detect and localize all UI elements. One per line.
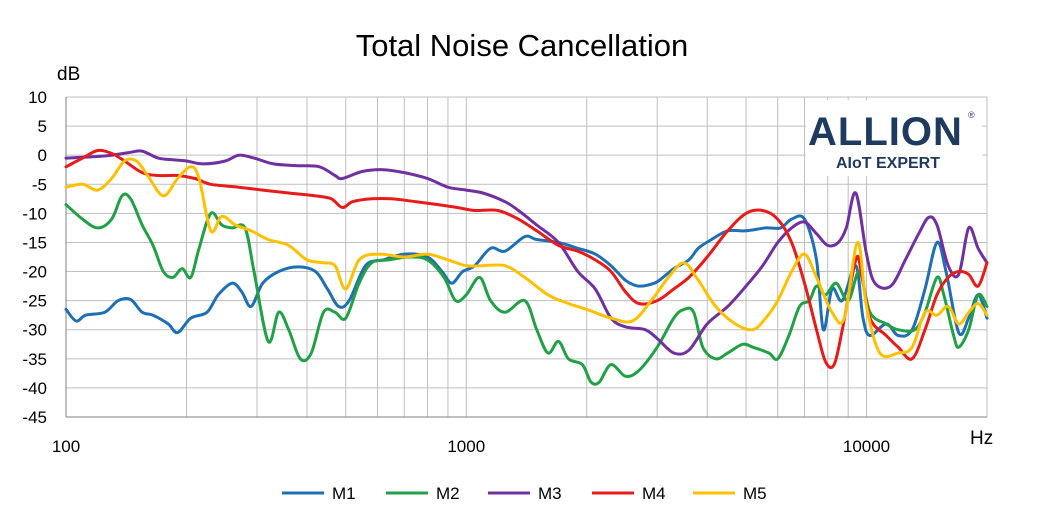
series-layer <box>64 148 989 386</box>
series-line-m4 <box>64 148 989 370</box>
y-tick-label: -45 <box>22 408 47 427</box>
y-tick-label: -5 <box>32 175 47 194</box>
series-line-m5 <box>64 157 989 359</box>
x-tick-label: 100 <box>52 437 80 456</box>
y-axis-label: dB <box>57 64 80 85</box>
allion-logo: ALLION ® AIoT EXPERT <box>806 100 982 176</box>
tick-layer: 10 5 0 -5 -10 -15 -20 -25 -30 -35 -40 -45 100 1000 100… <box>22 88 890 456</box>
y-tick-label: -25 <box>22 292 47 311</box>
legend-label-m4: M4 <box>642 484 666 503</box>
series-line-m3 <box>64 149 989 356</box>
legend: M1 M2 M3 M4 M5 <box>282 484 767 503</box>
y-tick-label: 10 <box>28 88 47 107</box>
y-tick-label: 5 <box>38 117 47 136</box>
legend-label-m3: M3 <box>538 484 562 503</box>
legend-label-m2: M2 <box>436 484 460 503</box>
x-tick-label: 10000 <box>843 437 890 456</box>
logo-registered: ® <box>968 110 975 120</box>
legend-label-m1: M1 <box>332 484 356 503</box>
y-tick-label: -10 <box>22 204 47 223</box>
y-tick-label: -40 <box>22 379 47 398</box>
y-tick-label: 0 <box>38 146 47 165</box>
legend-label-m5: M5 <box>743 484 767 503</box>
logo-brand: ALLION <box>808 110 963 154</box>
chart-title: Total Noise Cancellation <box>356 28 689 63</box>
logo-backdrop <box>806 100 982 176</box>
y-tick-label: -35 <box>22 350 47 369</box>
logo-tagline: AIoT EXPERT <box>836 155 940 172</box>
y-tick-label: -30 <box>22 321 47 340</box>
grid-layer <box>65 96 988 418</box>
y-tick-label: -20 <box>22 263 47 282</box>
y-tick-label: -15 <box>22 233 47 252</box>
x-tick-label: 1000 <box>447 437 485 456</box>
x-axis-label: Hz <box>970 428 993 449</box>
